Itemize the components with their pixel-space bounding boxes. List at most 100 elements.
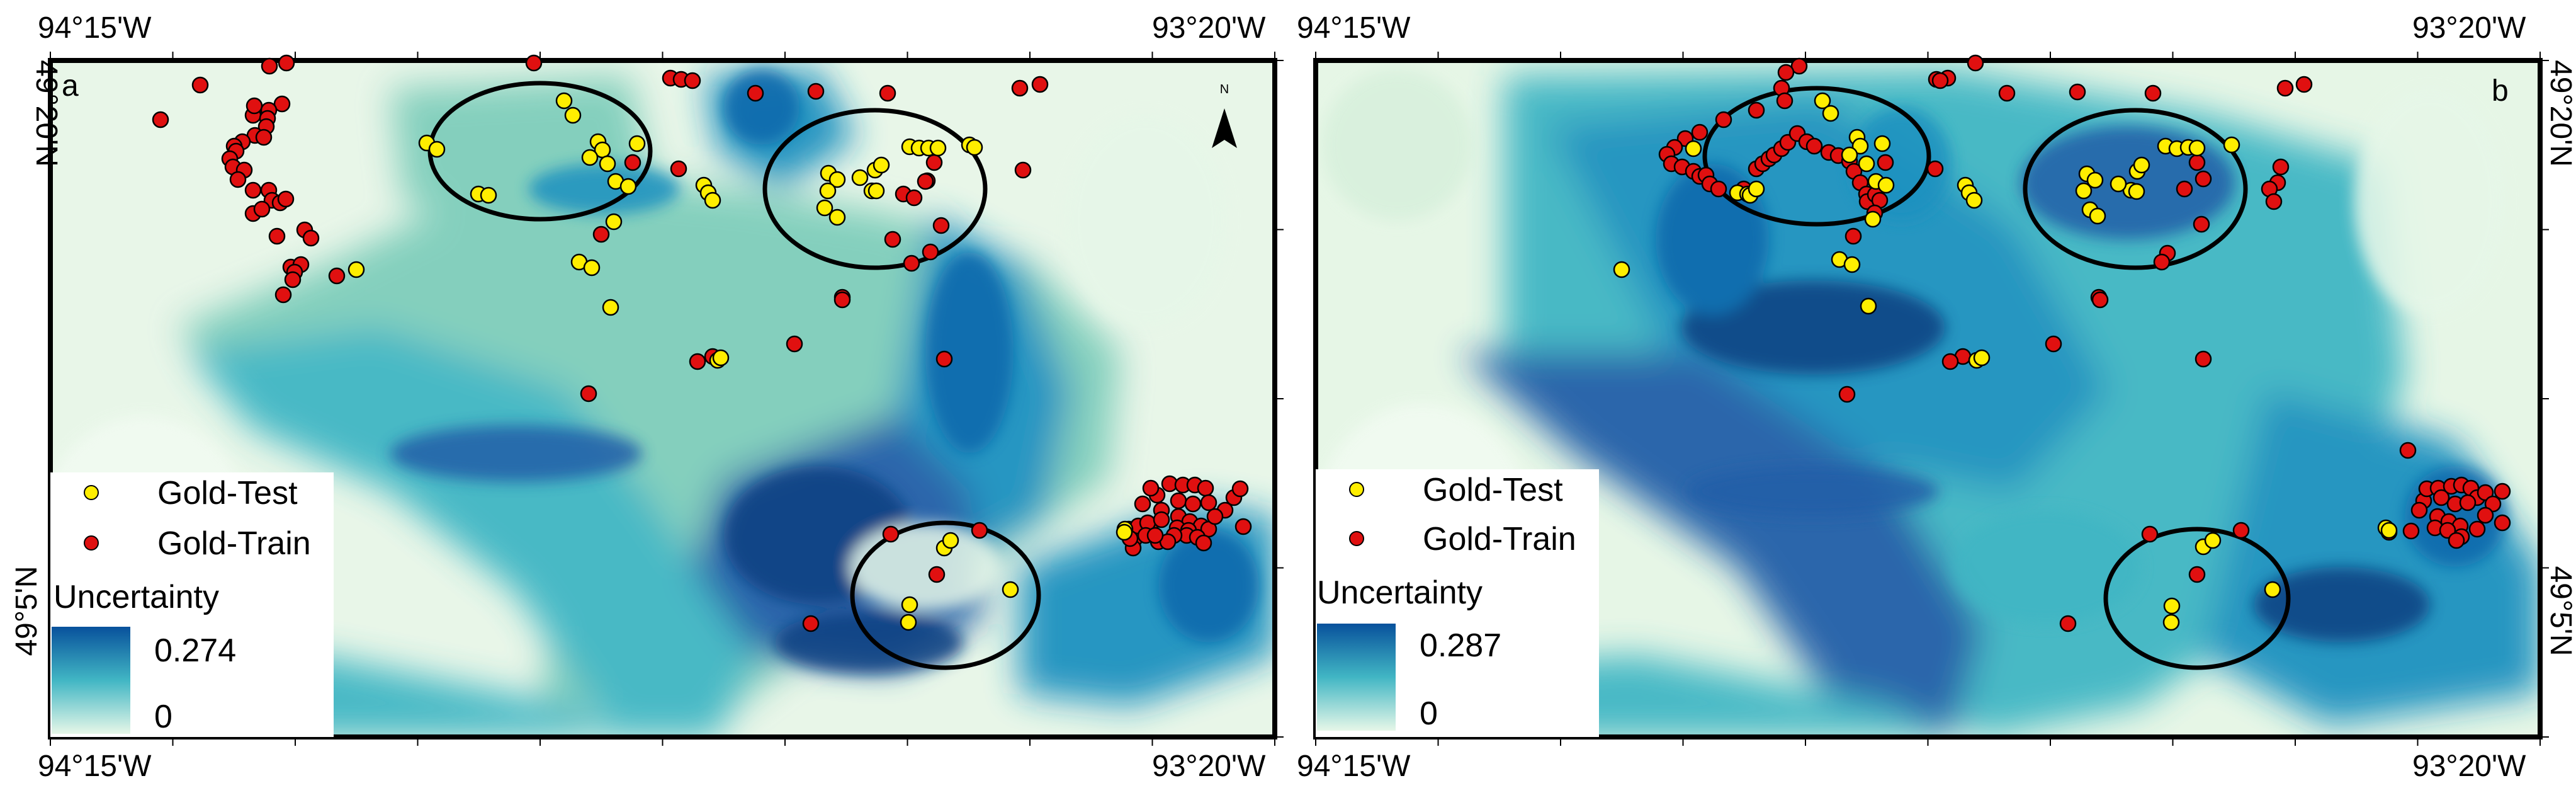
gold-train-point xyxy=(786,335,803,353)
graticule-ticks-a xyxy=(50,52,1284,746)
gold-test-point xyxy=(564,106,582,124)
north-arrow: N xyxy=(1212,83,1237,148)
gold-test-point xyxy=(555,92,573,110)
gold-train-point xyxy=(1153,511,1170,528)
test-marker-icon xyxy=(1349,482,1364,497)
gold-train-point xyxy=(1031,76,1049,93)
legend-test-label: Gold-Test xyxy=(1423,472,1563,508)
gold-train-point xyxy=(1715,111,1732,128)
legend-min: 0 xyxy=(154,699,172,735)
coord-bottom-left: 94°15'W xyxy=(1297,750,1411,783)
gold-train-point xyxy=(802,615,820,632)
gold-train-point xyxy=(684,72,701,89)
gold-test-point xyxy=(851,169,869,186)
gold-test-point xyxy=(1851,137,1869,155)
gold-train-point xyxy=(1184,495,1202,513)
gold-test-point xyxy=(628,135,646,152)
gold-train-point xyxy=(2188,154,2206,171)
gold-test-point xyxy=(2086,171,2104,189)
gold-train-point xyxy=(2477,484,2494,501)
gold-train-point xyxy=(592,226,610,243)
gold-train-point xyxy=(925,154,943,171)
highlight-circles-b xyxy=(1702,86,2291,670)
gold-train-point xyxy=(580,385,597,403)
gold-train-point xyxy=(917,173,934,190)
gold-train-point xyxy=(928,566,946,583)
legend-title: Uncertainty xyxy=(1317,574,1483,611)
gold-train-point xyxy=(2265,193,2283,210)
gold-test-point xyxy=(619,178,637,195)
gold-test-point xyxy=(2089,207,2106,225)
gold-train-point xyxy=(689,353,706,370)
gold-train-point xyxy=(833,291,851,309)
gold-train-point xyxy=(1790,57,1808,75)
highlight-circle xyxy=(2023,108,2248,270)
gold-train-point xyxy=(284,271,302,288)
north-arrow-icon xyxy=(1212,108,1237,148)
gold-train-point xyxy=(884,231,901,248)
gold-train-point xyxy=(268,227,286,245)
gold-train-point xyxy=(302,229,320,247)
gold-train-point xyxy=(1838,385,1856,403)
gold-test-point xyxy=(2133,156,2150,174)
gold-train-point xyxy=(2477,506,2494,524)
gold-train-point xyxy=(2232,522,2250,539)
gold-test-point xyxy=(1973,349,1991,367)
gold-test-point xyxy=(929,139,947,157)
north-label: N xyxy=(1220,83,1229,96)
map-panel-a: a N Gold-Test Gold-Train Uncertainty 0.2… xyxy=(10,11,1284,783)
gold-test-point xyxy=(1116,523,1133,541)
gold-train-point xyxy=(2484,495,2502,513)
gold-test-point xyxy=(2188,139,2206,157)
gold-train-point xyxy=(2153,253,2171,271)
gold-train-point xyxy=(1197,479,1214,497)
coord-right-bottom: 49°5'N xyxy=(10,566,43,656)
gold-test-point xyxy=(2075,182,2093,200)
legend-min: 0 xyxy=(1420,695,1438,732)
coord-bottom-left: 94°15'W xyxy=(38,750,152,783)
gold-train-point xyxy=(2059,615,2077,632)
gold-train-point xyxy=(747,84,764,102)
gold-test-point xyxy=(1822,105,1839,122)
legend-max: 0.287 xyxy=(1420,627,1501,664)
gold-test-point xyxy=(2204,532,2222,549)
gold-train-point xyxy=(1234,518,1252,535)
legend-test-label: Gold-Test xyxy=(157,475,298,511)
gold-train-point xyxy=(2195,170,2212,188)
gold-train-point xyxy=(229,171,247,188)
legend-colorbar xyxy=(52,627,130,734)
gold-test-point xyxy=(2380,522,2398,539)
gold-test-point xyxy=(2264,581,2281,598)
gold-train-point xyxy=(277,190,295,208)
gold-test-point xyxy=(1965,191,1983,209)
gold-train-point xyxy=(932,217,950,234)
gold-test-point xyxy=(867,182,885,200)
gold-test-point xyxy=(2163,597,2181,615)
gold-test-point xyxy=(428,140,446,158)
legend-colorbar xyxy=(1317,624,1396,731)
gold-train-point xyxy=(1941,353,1959,370)
gold-test-point xyxy=(1613,261,1630,278)
uncertainty-raster-b xyxy=(1316,60,2540,737)
gold-test-point xyxy=(1843,256,1861,273)
gold-train-point xyxy=(278,54,295,72)
gold-train-point xyxy=(2272,158,2290,176)
gold-train-point xyxy=(1134,495,1151,513)
gold-train-point xyxy=(1776,92,1794,110)
gold-train-point xyxy=(246,97,263,115)
gold-test-point xyxy=(966,139,983,156)
coord-top-left: 94°15'W xyxy=(1297,11,1411,45)
gold-test-point xyxy=(2128,183,2145,200)
gold-train-point xyxy=(2045,335,2062,353)
gold-train-point xyxy=(2432,489,2450,506)
gold-train-point xyxy=(2410,501,2428,519)
coord-top-right: 93°20'W xyxy=(1152,11,1266,45)
gold-test-point xyxy=(347,261,365,278)
gold-train-point xyxy=(1142,479,1160,497)
gold-train-point xyxy=(1011,79,1029,97)
legend-train-label: Gold-Train xyxy=(1423,521,1576,557)
gold-train-point xyxy=(1998,84,2016,102)
train-marker-icon xyxy=(1349,531,1364,546)
gold-points-a xyxy=(152,54,1252,632)
